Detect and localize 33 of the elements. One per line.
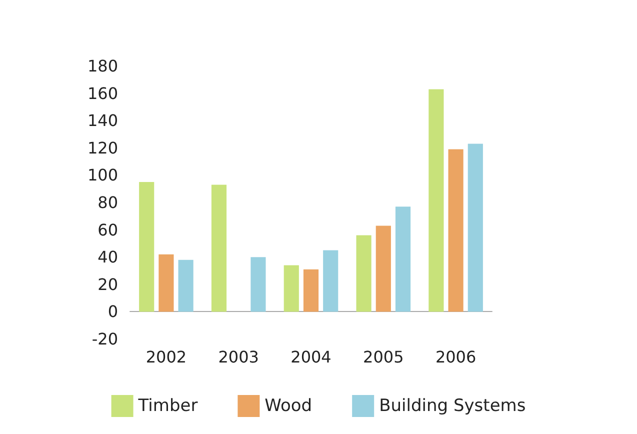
y-tick-label: 140	[87, 111, 118, 130]
y-tick-label: 60	[98, 220, 118, 240]
x-tick-label: 2004	[290, 348, 332, 366]
y-tick-label: 180	[87, 56, 118, 76]
y-tick-label: 120	[87, 138, 118, 158]
bar	[250, 257, 266, 312]
x-tick-label: 2003	[218, 348, 259, 366]
y-tick-label: 0	[108, 302, 118, 322]
y-tick-label: 160	[87, 84, 118, 103]
x-tick-label: 2006	[435, 348, 476, 366]
y-tick-label: 100	[87, 166, 118, 185]
y-tick-label: 40	[98, 248, 118, 267]
bar	[376, 226, 391, 312]
bar	[468, 144, 483, 312]
bar	[395, 206, 411, 312]
bar	[303, 269, 319, 312]
y-tick-label: 20	[98, 274, 118, 294]
legend-label: Timber	[137, 396, 198, 416]
bar	[323, 250, 338, 312]
y-tick-label: 80	[98, 193, 118, 212]
x-tick-label: 2002	[146, 348, 187, 366]
bar	[158, 254, 174, 312]
bar	[428, 89, 444, 312]
legend-label: Wood	[264, 396, 312, 416]
bar	[139, 182, 154, 312]
bar	[178, 260, 194, 312]
bar	[284, 265, 299, 312]
x-tick-label: 2005	[363, 348, 404, 366]
bar	[448, 149, 464, 312]
y-tick-label: -20	[92, 330, 118, 348]
bar	[211, 184, 227, 312]
legend-label: Building Systems	[379, 396, 526, 416]
bar	[356, 235, 372, 312]
